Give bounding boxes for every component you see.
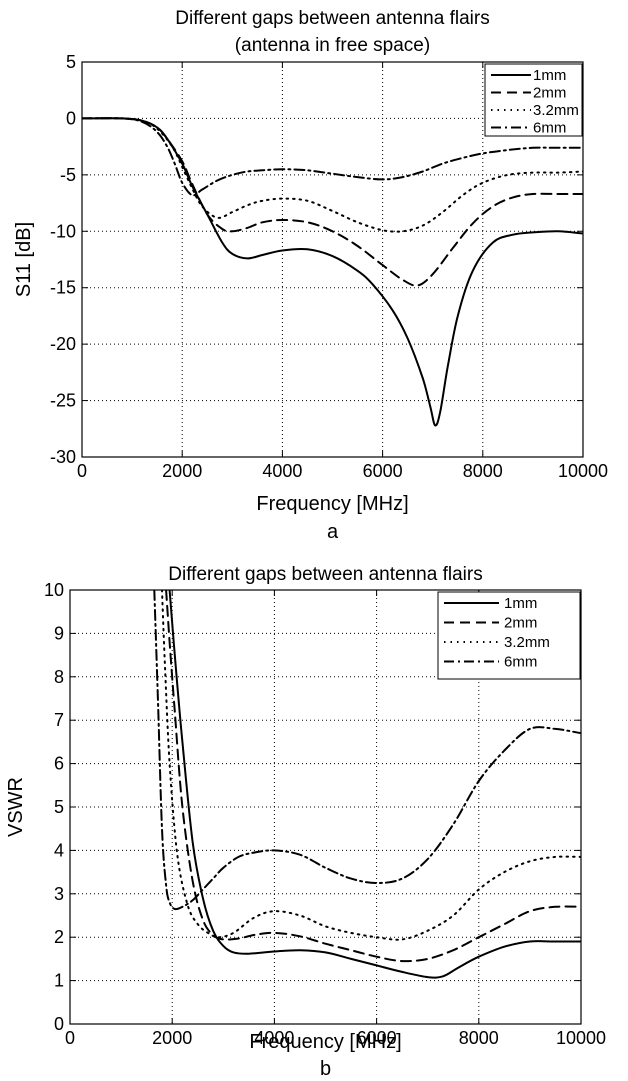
x-tick-label: 10000 [558,461,608,481]
x-tick-label: 0 [77,461,87,481]
legend-label: 2mm [504,615,537,632]
legend-label: 1mm [533,67,566,84]
y-tick-label: -15 [50,278,76,298]
y-tick-label: -5 [60,165,76,185]
y-tick-label: 5 [66,52,76,72]
y-tick-label: 2 [54,927,64,947]
y-tick-label: -20 [50,334,76,354]
y-tick-label: 1 [54,971,64,991]
plot-frame [81,61,584,458]
series-line-1mm [168,590,581,979]
y-axis-label: S11 [dB] [13,222,35,297]
series-line-6mm [153,590,581,911]
y-tick-label: -30 [50,447,76,467]
figure-caption: a [327,521,339,543]
chart-title-line: Different gaps between antenna flairs [168,564,482,585]
series-line-2mm [82,117,583,287]
series-line-6mm [82,117,583,197]
legend-label: 6mm [533,120,566,137]
legend-box [437,591,581,680]
y-tick-label: 3 [54,884,64,904]
x-tick-label: 6000 [357,1028,397,1048]
y-tick-label: 7 [54,710,64,730]
y-tick-label: 6 [54,754,64,774]
y-axis-label: VSWR [5,777,27,837]
y-tick-label: 5 [54,797,64,817]
x-tick-label: 0 [65,1028,75,1048]
x-axis-label: Frequency [MHz] [256,493,408,515]
legend-label: 3.2mm [504,634,550,651]
x-tick-label: 4000 [254,1028,294,1048]
legend-label: 3.2mm [533,102,579,119]
legend-label: 6mm [504,654,537,671]
y-tick-label: -25 [50,391,76,411]
x-axis-label: Frequency [MHz] [249,1031,401,1053]
plot-frame [69,589,582,1025]
x-tick-label: 2000 [152,1028,192,1048]
y-tick-label: 0 [66,108,76,128]
figure-caption: b [320,1058,331,1080]
y-tick-label: -10 [50,221,76,241]
x-tick-label: 10000 [556,1028,606,1048]
x-tick-label: 8000 [459,1028,499,1048]
x-tick-label: 8000 [463,461,503,481]
chart-title-line: Different gaps between antenna flairs [175,8,489,29]
y-tick-label: 0 [54,1014,64,1034]
y-tick-label: 9 [54,623,64,643]
series-line-3-2mm [161,590,581,941]
legend-label: 1mm [504,595,537,612]
y-tick-label: 8 [54,667,64,687]
series-line-1mm [82,117,583,427]
y-tick-label: 10 [44,580,64,600]
x-tick-label: 6000 [363,461,403,481]
series-line-2mm [165,590,581,963]
legend-label: 2mm [533,85,566,102]
chart-title-line: (antenna in free space) [235,35,430,56]
x-tick-label: 2000 [162,461,202,481]
series-line-3-2mm [82,117,583,233]
y-tick-label: 4 [54,840,64,860]
s11-chart: Different gaps between antenna flairs (an… [13,8,608,543]
x-tick-label: 4000 [262,461,302,481]
